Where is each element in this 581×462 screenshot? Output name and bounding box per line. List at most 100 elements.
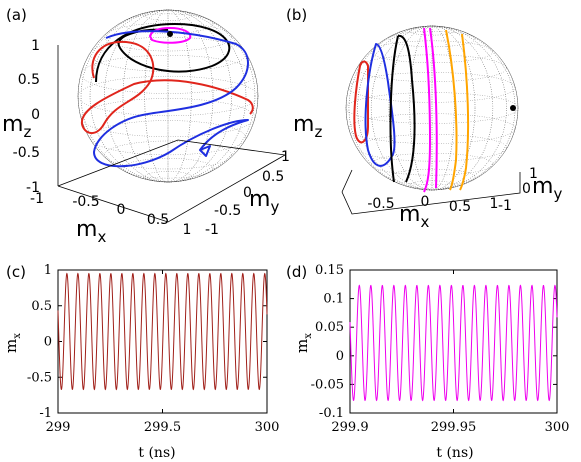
y-tick-label: 1 bbox=[44, 263, 52, 278]
sphere-latitude bbox=[357, 134, 507, 162]
y-tick-label: -0.05 bbox=[311, 377, 344, 392]
axis-label-sub: x bbox=[12, 333, 23, 339]
tick-label: 0.5 bbox=[262, 169, 284, 185]
trajectory-magenta bbox=[423, 27, 438, 193]
tick-label: -1 bbox=[205, 222, 219, 238]
panel-a-trajectories bbox=[80, 23, 254, 168]
y-tick-label: 0 bbox=[336, 349, 344, 364]
tick-label: -1 bbox=[498, 198, 512, 214]
panel-b-x-label: mx bbox=[399, 202, 429, 231]
axis-label-sub: y bbox=[270, 198, 279, 216]
trajectory-red bbox=[353, 60, 369, 144]
panel-b-label: (b) bbox=[286, 6, 307, 24]
tick-label: 0 bbox=[243, 185, 252, 201]
axis-label: m bbox=[293, 112, 314, 137]
trajectory-black bbox=[95, 23, 231, 83]
sphere-longitude bbox=[104, 9, 232, 183]
trajectory-red bbox=[80, 40, 254, 134]
sphere-latitude bbox=[357, 54, 507, 82]
sphere-latitude bbox=[409, 26, 455, 36]
tick-label: -1 bbox=[26, 180, 40, 196]
sphere-latitude bbox=[104, 140, 232, 170]
tick-label: 1 bbox=[281, 149, 290, 165]
axis-label-sub: x bbox=[303, 333, 314, 339]
x-tick-label: 299.95 bbox=[431, 420, 477, 435]
tick-label: -0.5 bbox=[72, 194, 99, 210]
tick-label: -0.5 bbox=[13, 145, 40, 161]
panel-a-frame bbox=[57, 45, 286, 223]
axis-label-sub: z bbox=[314, 123, 322, 141]
panel-c-label: (c) bbox=[6, 263, 26, 281]
axis-label-sub: z bbox=[23, 123, 31, 141]
trajectory-orange bbox=[445, 29, 470, 191]
y-tick-label: 0.5 bbox=[31, 299, 52, 314]
tick-label: 0.5 bbox=[18, 72, 40, 88]
tick-label: 0 bbox=[31, 107, 40, 123]
tick-label: 0 bbox=[117, 202, 126, 218]
axis-label-sub: x bbox=[97, 228, 106, 246]
panel-a-x-label: mx bbox=[76, 217, 106, 246]
tick-label: 0 bbox=[421, 194, 430, 210]
panel-a-x-ticks: -1 -0.5 0 0.5 1 bbox=[30, 191, 191, 238]
sphere-latitude bbox=[388, 168, 476, 185]
sphere-longitude bbox=[80, 9, 256, 183]
sphere-latitude bbox=[370, 153, 494, 176]
tick-label: -0.5 bbox=[367, 196, 394, 212]
y-tick-label: -0.1 bbox=[319, 406, 344, 421]
axis-label-sub: y bbox=[553, 185, 562, 203]
tick-label: -0.5 bbox=[214, 203, 241, 219]
panel-c-plot: -1 -0.5 0 0.5 1 299 299.5 300 bbox=[27, 263, 279, 435]
tick-label: 0.5 bbox=[449, 199, 471, 215]
sphere-longitude bbox=[357, 25, 507, 191]
tick-label: 1 bbox=[183, 222, 192, 238]
tick-label: 1 bbox=[31, 38, 40, 54]
panel-d-plot: -0.1 -0.05 0 0.05 0.1 0.15 299.9 299.95 300 bbox=[311, 263, 570, 435]
y-tick-label: 0.15 bbox=[315, 263, 344, 278]
panel-b-frame bbox=[341, 169, 521, 215]
panel-c: (c) -1 -0.5 0 0.5 1 299 299.5 300 t (ns) mx bbox=[2, 263, 279, 461]
sphere-latitude bbox=[388, 31, 476, 48]
sphere-latitude bbox=[122, 158, 214, 179]
y-tick-label: 0 bbox=[44, 335, 52, 350]
y-tick-label: -1 bbox=[39, 406, 52, 421]
y-tick-label: 0.05 bbox=[315, 320, 344, 335]
axis-label: m bbox=[532, 174, 553, 199]
tick-label: 1 bbox=[490, 196, 499, 212]
sphere-latitude bbox=[89, 120, 247, 156]
y-tick-label: -0.5 bbox=[27, 370, 52, 385]
panel-c-y-axis-title: mx bbox=[2, 333, 23, 353]
panel-d-x-axis-title: t (ns) bbox=[436, 445, 473, 461]
panel-a-label: (a) bbox=[6, 6, 27, 24]
series-line bbox=[57, 272, 268, 391]
x-tick-label: 299.9 bbox=[331, 420, 368, 435]
y-tick-label: 0.1 bbox=[323, 292, 344, 307]
panel-b-x-ticks: -0.5 0 0.5 1 bbox=[367, 194, 498, 215]
trajectory-blue bbox=[93, 30, 249, 168]
panel-a-z-label: mz bbox=[2, 112, 31, 141]
panel-d-label: (d) bbox=[286, 263, 307, 281]
panel-b-y-label: my bbox=[532, 174, 562, 203]
tick-label: 1 bbox=[529, 166, 538, 182]
x-tick-label: 300 bbox=[545, 420, 570, 435]
sphere-longitude bbox=[89, 9, 247, 183]
panel-a-z-ticks: 1 0.5 0 -0.5 -1 bbox=[13, 38, 40, 196]
axis-label: m bbox=[2, 339, 20, 353]
panel-d-y-axis-title: mx bbox=[293, 333, 314, 353]
axis-label: m bbox=[399, 202, 420, 227]
axis-label-sub: x bbox=[420, 213, 429, 231]
panel-b: (b) -0.5 0 0.5 1 1 0 -1 mz mx my bbox=[286, 6, 562, 231]
sphere-latitude bbox=[80, 55, 256, 94]
trajectory-black bbox=[389, 34, 416, 183]
x-tick-label: 299 bbox=[46, 420, 71, 435]
sphere-longitude bbox=[77, 9, 259, 183]
tick-label: 0.5 bbox=[147, 212, 169, 228]
panel-a-y-label: my bbox=[249, 187, 279, 216]
axis-label: m bbox=[249, 187, 270, 212]
sphere-longitude bbox=[388, 25, 476, 191]
panel-b-z-label: mz bbox=[293, 112, 322, 141]
sphere-latitude bbox=[409, 180, 455, 190]
marker-dot bbox=[510, 105, 516, 111]
panel-a-y-ticks: 1 0.5 0 -0.5 -1 bbox=[205, 149, 290, 238]
